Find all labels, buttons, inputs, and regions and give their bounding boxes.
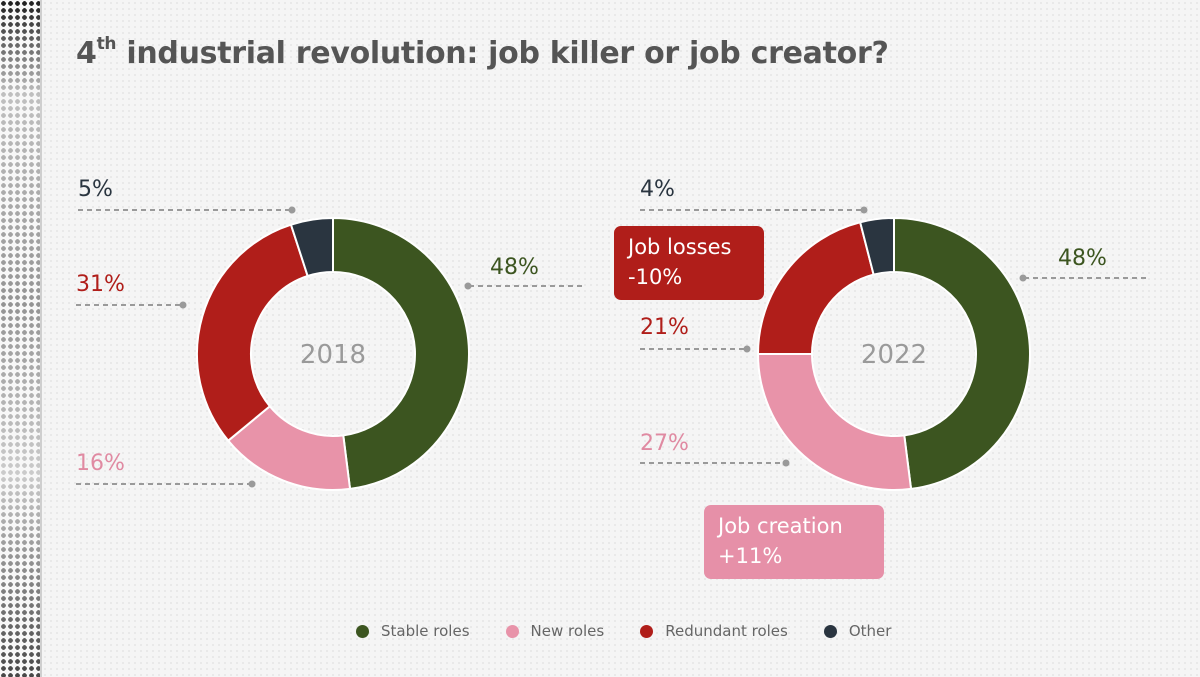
- title-ordinal: 4: [76, 36, 97, 71]
- slice-2022-redundant: [756, 221, 875, 355]
- guide-dot-2018-new: [248, 480, 256, 488]
- value-label-2022-other: 4%: [640, 177, 675, 202]
- slice-2022-new: [756, 353, 913, 491]
- legend-item-stable: Stable roles: [356, 622, 470, 640]
- value-label-2018-other: 5%: [78, 177, 113, 202]
- guide-dot-2022-stable: [1019, 274, 1027, 282]
- slice-2018-redundant: [196, 223, 309, 443]
- job-losses-callout: Job losses -10%: [614, 226, 764, 300]
- job-creation-label: Job creation: [718, 514, 843, 538]
- legend-swatch-other: [823, 624, 837, 638]
- job-creation-callout: Job creation +11%: [704, 505, 884, 579]
- guide-dot-2022-new: [782, 459, 790, 467]
- legend-label-stable: Stable roles: [381, 622, 470, 640]
- slice-2018-stable: [332, 216, 470, 491]
- legend-item-new: New roles: [505, 622, 605, 640]
- value-label-2018-new: 16%: [76, 451, 125, 476]
- slice-2022-stable: [893, 216, 1031, 491]
- guide-dot-2022-redundant: [743, 345, 751, 353]
- value-label-2022-redundant: 21%: [640, 315, 689, 340]
- donut-2018: 2018 48% 16% 31% 5%: [76, 177, 582, 491]
- job-losses-label: Job losses: [628, 235, 732, 259]
- slice-2018-other: [289, 216, 334, 278]
- center-label-2018: 2018: [300, 340, 366, 370]
- value-label-2018-redundant: 31%: [76, 272, 125, 297]
- value-label-2022-new: 27%: [640, 431, 689, 456]
- legend: Stable roles New roles Redundant roles O…: [356, 622, 891, 640]
- strip-divider: [40, 0, 42, 677]
- legend-item-redundant: Redundant roles: [640, 622, 788, 640]
- legend-swatch-redundant: [640, 624, 654, 638]
- guide-dot-2022-other: [860, 206, 868, 214]
- slide-title: 4th industrial revolution: job killer or…: [76, 34, 889, 71]
- donut-2022: 2022 48% 27% 21% 4%: [640, 177, 1146, 491]
- slice-2022-other: [858, 216, 895, 276]
- center-label-2022: 2022: [861, 340, 927, 370]
- title-ordinal-suffix: th: [96, 34, 117, 54]
- job-creation-value: +11%: [718, 544, 783, 568]
- legend-label-new: New roles: [530, 622, 605, 640]
- halftone-fade: [0, 0, 40, 677]
- value-label-2022-stable: 48%: [1058, 246, 1107, 271]
- legend-label-other: Other: [848, 622, 892, 640]
- job-losses-value: -10%: [628, 265, 683, 289]
- guide-dot-2018-other: [288, 206, 296, 214]
- legend-swatch-stable: [356, 624, 369, 638]
- legend-swatch-new: [505, 624, 519, 638]
- title-text: industrial revolution: job killer or job…: [116, 36, 889, 71]
- legend-item-other: Other: [823, 622, 892, 640]
- legend-label-redundant: Redundant roles: [665, 622, 788, 640]
- guide-dot-2018-stable: [464, 282, 472, 290]
- guide-dot-2018-redundant: [179, 301, 187, 309]
- value-label-2018-stable: 48%: [490, 255, 539, 280]
